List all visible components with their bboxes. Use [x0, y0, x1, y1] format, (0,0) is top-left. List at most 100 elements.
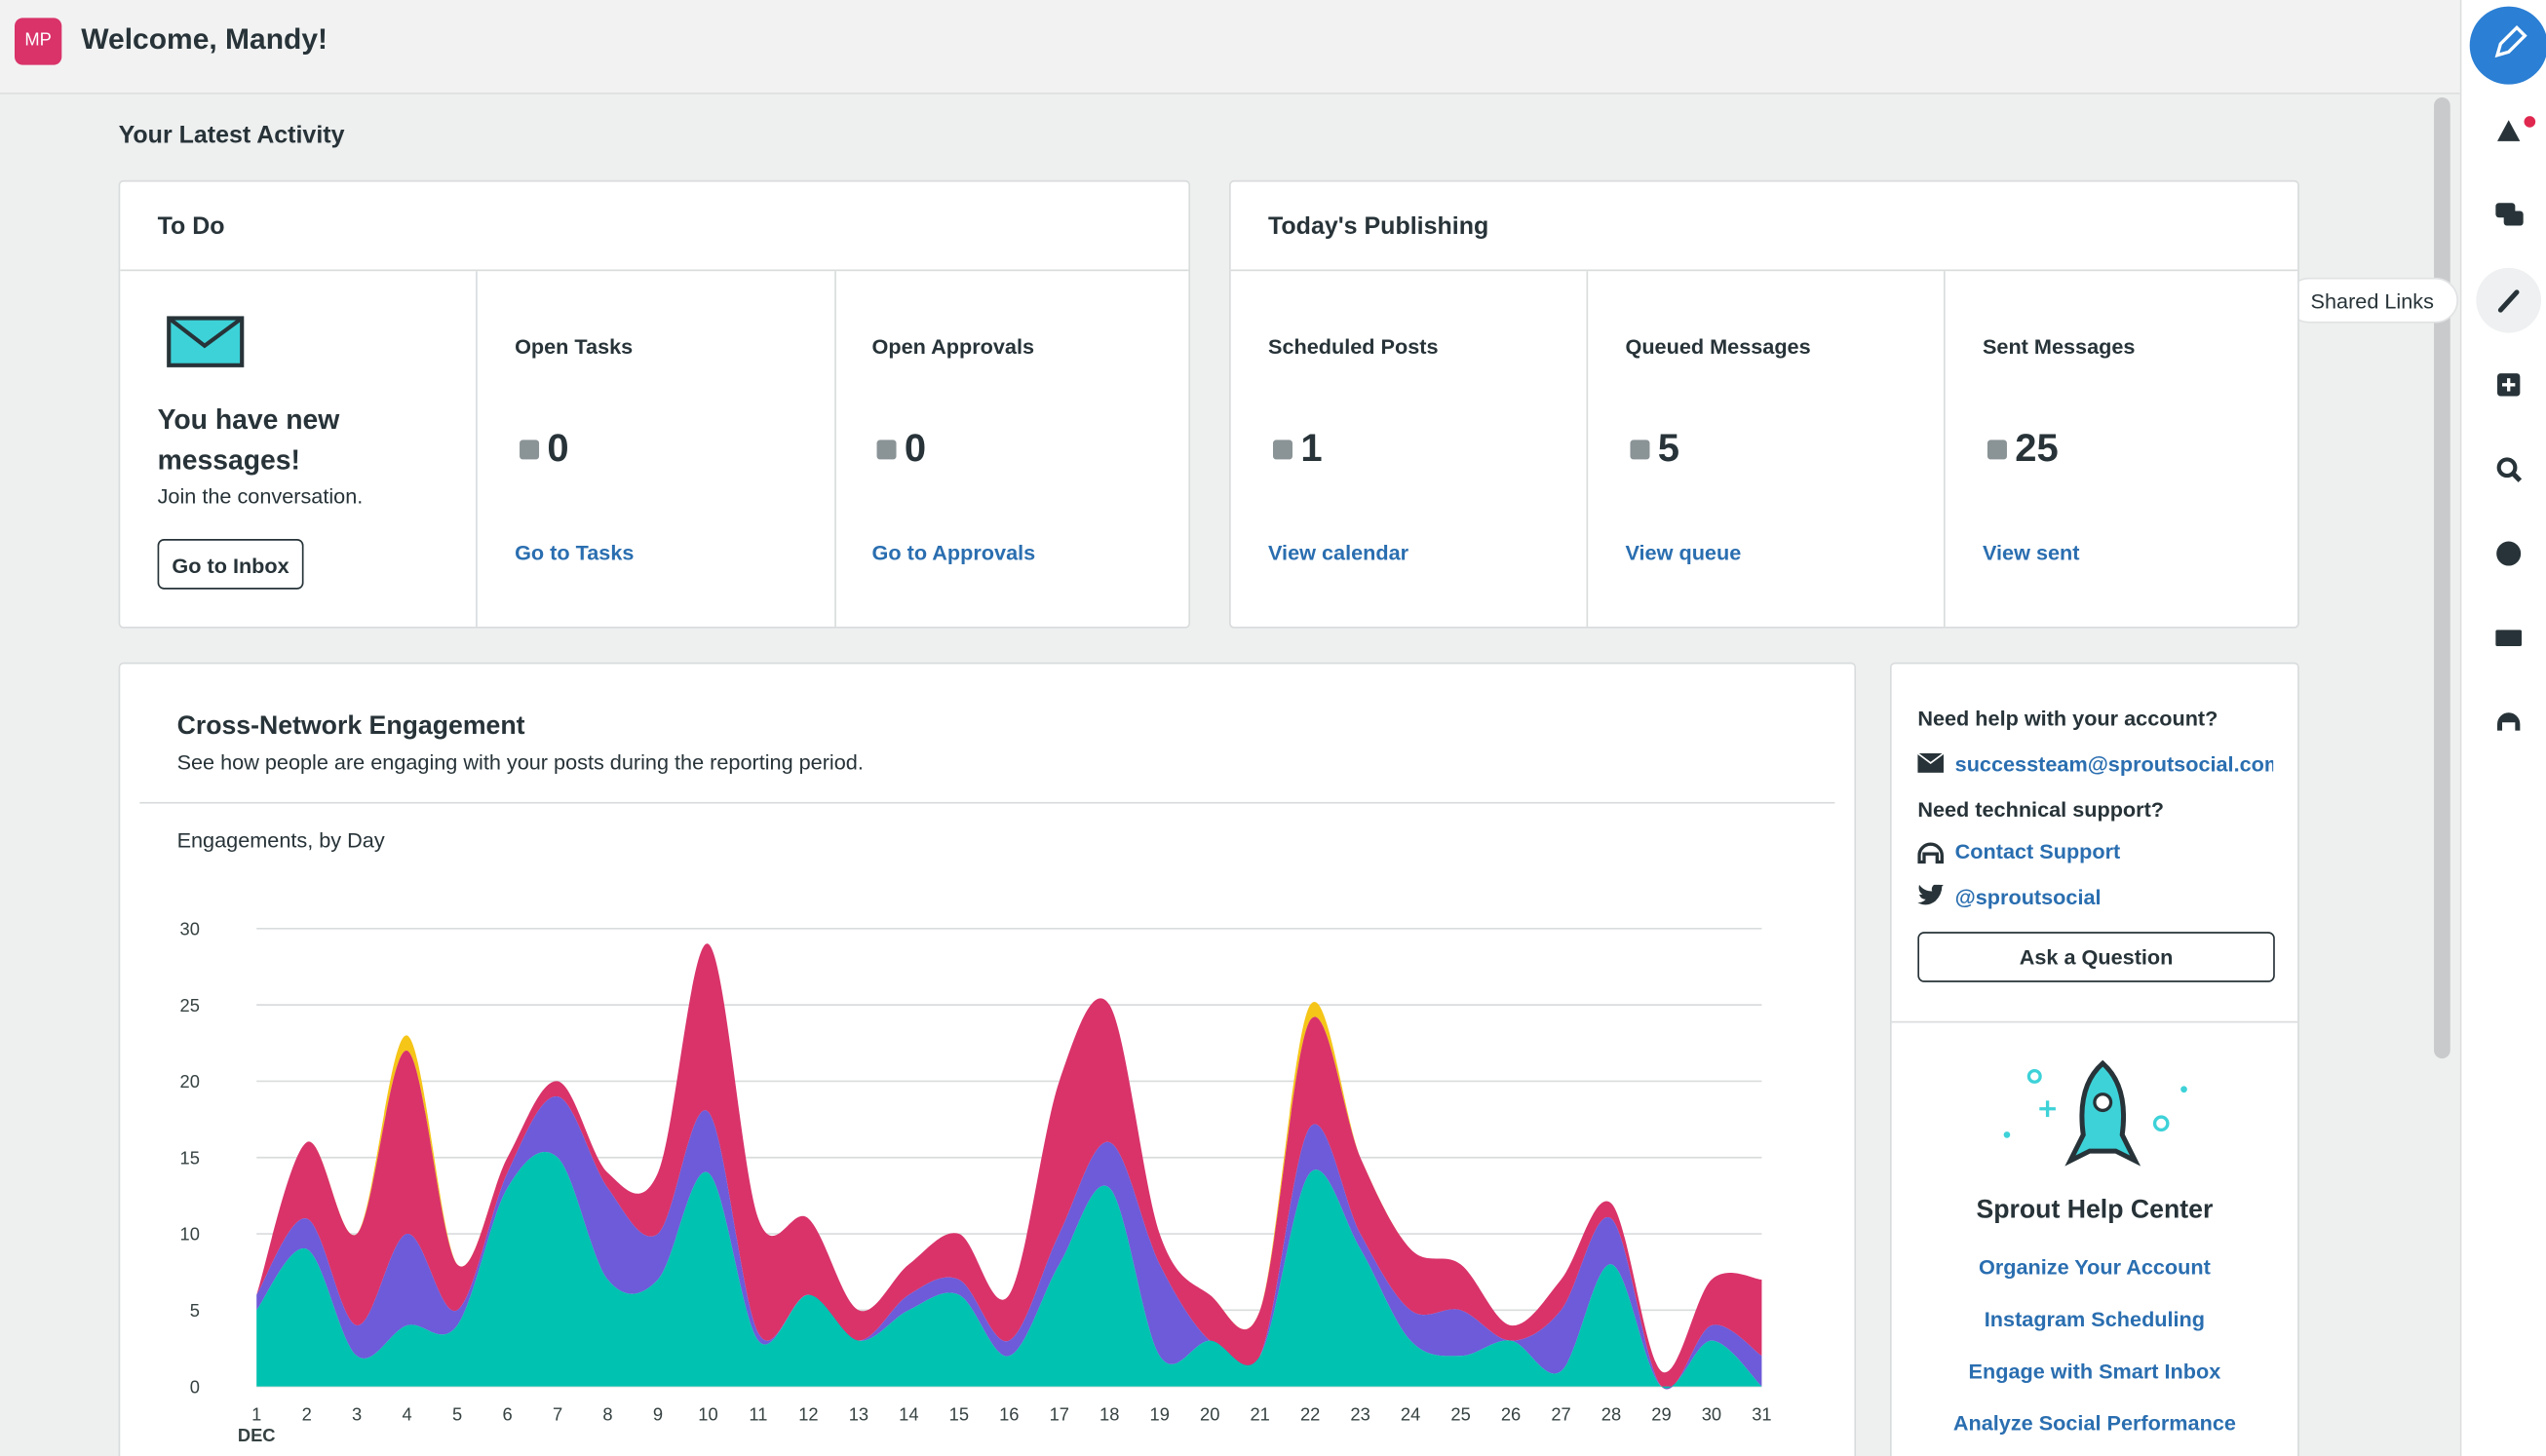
help-question: Need technical support? — [1917, 796, 2165, 822]
x-tick-label: 2 — [302, 1404, 312, 1425]
x-tick-label: 22 — [1300, 1404, 1320, 1425]
y-tick-label: 15 — [180, 1147, 200, 1168]
twitter-icon — [1917, 884, 1944, 905]
twitter-link[interactable]: @sproutsocial — [1954, 884, 2102, 909]
inbox-button[interactable]: Go to Inbox — [157, 539, 304, 590]
x-tick-label: 12 — [798, 1404, 818, 1425]
rocket-illustration — [2003, 1059, 2187, 1167]
keyboard-icon[interactable] — [2495, 630, 2523, 646]
chart-subtitle: See how people are engaging with your po… — [176, 749, 864, 775]
alerts-icon[interactable] — [2497, 120, 2521, 141]
stat-value: 5 — [1657, 427, 1680, 472]
x-tick-label: 9 — [653, 1404, 663, 1425]
x-tick-label: 19 — [1150, 1404, 1170, 1425]
x-tick-label: 30 — [1702, 1404, 1721, 1425]
help-link[interactable]: Analyze Social Performance — [1952, 1410, 2236, 1436]
headset-icon — [1917, 842, 1944, 864]
contact-link[interactable]: Contact Support — [1954, 839, 2121, 864]
stat-label: Scheduled Posts — [1268, 334, 1439, 360]
x-tick-label: 24 — [1401, 1404, 1420, 1425]
x-tick-label: 17 — [1050, 1404, 1069, 1425]
mail-icon — [1917, 752, 1944, 773]
stat-value: 25 — [2015, 427, 2059, 472]
email-link[interactable]: successteam@sproutsocial.com — [1954, 751, 2274, 777]
support-icon[interactable] — [2497, 712, 2521, 731]
stat-icon — [876, 440, 897, 460]
x-tick-label: 10 — [698, 1404, 717, 1425]
x-tick-label: 21 — [1250, 1404, 1269, 1425]
stat-link[interactable]: Go to Approvals — [871, 540, 1036, 565]
sidebar-icons — [2469, 6, 2546, 731]
x-tick-label: 26 — [1501, 1404, 1521, 1425]
help-question: Need help with your account? — [1917, 706, 2218, 731]
x-tick-label: 1 — [251, 1404, 261, 1425]
stat-icon — [1273, 440, 1292, 460]
x-tick-label: 3 — [352, 1404, 362, 1425]
stat-link[interactable]: View calendar — [1268, 540, 1409, 565]
compose-button[interactable] — [2469, 6, 2546, 85]
y-tick-label: 25 — [180, 995, 200, 1015]
y-tick-label: 20 — [180, 1071, 200, 1092]
message-sub: Join the conversation. — [157, 483, 364, 509]
y-tick-label: 5 — [190, 1300, 200, 1321]
todo-card: To Do You have new messages! Join the co… — [118, 179, 1191, 629]
tooltip: Shared Links — [2286, 277, 2459, 324]
section-title: Your Latest Activity — [118, 121, 345, 150]
x-tick-label: 23 — [1350, 1404, 1369, 1425]
x-sublabel: DEC — [238, 1425, 276, 1445]
link-icon — [2497, 289, 2520, 313]
x-tick-label: 11 — [749, 1404, 767, 1425]
help-center-title: Sprout Help Center — [1976, 1196, 2214, 1225]
area — [256, 1151, 1762, 1389]
search-icon[interactable] — [2496, 457, 2518, 479]
stat-value: 0 — [904, 427, 927, 472]
stat-icon — [520, 440, 540, 460]
help-link[interactable]: Instagram Scheduling — [1984, 1306, 2206, 1331]
y-tick-label: 10 — [180, 1224, 200, 1245]
stat-link[interactable]: View sent — [1982, 540, 2080, 565]
x-tick-label: 7 — [553, 1404, 562, 1425]
ask-button[interactable]: Ask a Question — [1917, 932, 2275, 982]
y-tick-label: 30 — [180, 919, 200, 939]
compose-icon — [2494, 24, 2527, 58]
stat-label: Open Approvals — [871, 334, 1035, 360]
stat-link[interactable]: Go to Tasks — [515, 540, 635, 565]
stat-label: Open Tasks — [515, 334, 634, 360]
x-tick-label: 4 — [403, 1404, 412, 1425]
publishing-card: Today's Publishing Scheduled Posts 1 View … — [1229, 179, 2299, 629]
welcome: Welcome, Mandy! — [81, 22, 328, 56]
x-tick-label: 25 — [1450, 1404, 1470, 1425]
stat-value: 1 — [1300, 427, 1323, 472]
stat-icon — [1987, 440, 2007, 460]
stat-icon — [1630, 440, 1650, 460]
header — [0, 0, 2460, 95]
help-card: Need help with your account? successteam… — [1890, 662, 2299, 1456]
card-title: To Do — [157, 212, 225, 241]
x-tick-label: 27 — [1551, 1404, 1570, 1425]
help-link[interactable]: Engage with Smart Inbox — [1968, 1359, 2221, 1384]
x-tick-label: 8 — [602, 1404, 612, 1425]
avatar[interactable]: MP — [14, 18, 62, 65]
help-link[interactable]: Organize Your Account — [1978, 1254, 2211, 1280]
y-tick-label: 0 — [190, 1376, 200, 1397]
chart-title: Cross-Network Engagement — [176, 712, 525, 741]
envelope-icon — [167, 316, 245, 367]
x-tick-label: 29 — [1651, 1404, 1671, 1425]
alert-dot — [2524, 116, 2536, 128]
x-tick-label: 16 — [999, 1404, 1019, 1425]
sidebar — [2459, 0, 2546, 1456]
x-tick-label: 15 — [949, 1404, 969, 1425]
area — [256, 943, 1762, 1390]
x-tick-label: 5 — [452, 1404, 462, 1425]
x-tick-label: 13 — [849, 1404, 868, 1425]
x-tick-label: 28 — [1601, 1404, 1621, 1425]
card-title: Today's Publishing — [1268, 212, 1489, 241]
x-tick-label: 31 — [1752, 1404, 1771, 1425]
x-tick-label: 20 — [1200, 1404, 1219, 1425]
help-icon[interactable] — [2496, 541, 2522, 566]
stat-link[interactable]: View queue — [1625, 540, 1742, 565]
y-label: Engagements, by Day — [176, 827, 385, 853]
scrollbar[interactable] — [2434, 96, 2450, 1059]
stat-value: 0 — [547, 427, 569, 472]
